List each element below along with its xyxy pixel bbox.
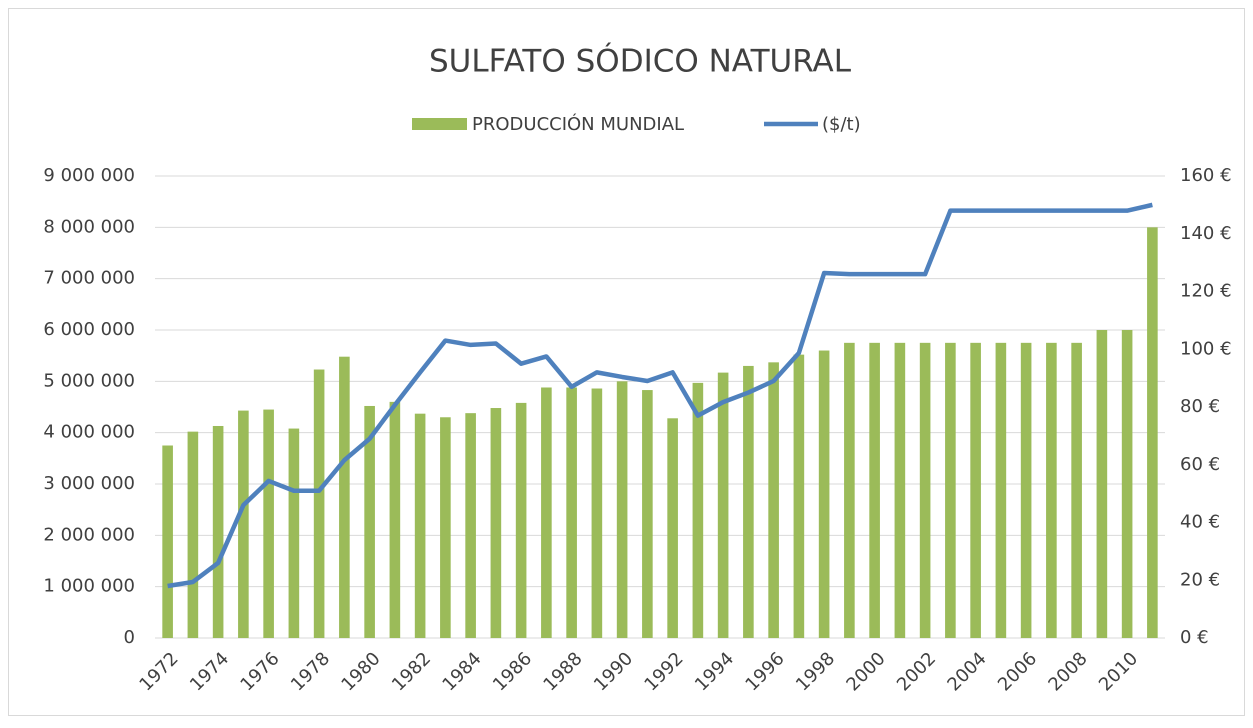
bar bbox=[263, 409, 274, 638]
y-tick-label: 4 000 000 bbox=[43, 422, 135, 443]
y2-tick-label: 140 € bbox=[1180, 223, 1232, 244]
bar bbox=[743, 365, 754, 638]
bar bbox=[313, 369, 325, 638]
y2-tick-label: 0 € bbox=[1180, 627, 1209, 648]
legend-label: PRODUCCIÓN MUNDIAL bbox=[472, 113, 684, 135]
bar bbox=[616, 381, 628, 638]
bar bbox=[970, 342, 981, 638]
y2-tick-label: 100 € bbox=[1180, 338, 1232, 359]
y-tick-label: 5 000 000 bbox=[43, 370, 135, 391]
bar bbox=[162, 445, 173, 638]
bar bbox=[389, 401, 401, 638]
bar bbox=[642, 390, 653, 638]
bar bbox=[566, 387, 577, 638]
y-tick-label: 9 000 000 bbox=[43, 165, 135, 186]
y-tick-label: 1 000 000 bbox=[43, 576, 135, 597]
bar bbox=[364, 405, 375, 638]
y-tick-label: 6 000 000 bbox=[43, 319, 135, 340]
bar bbox=[1020, 342, 1032, 638]
bar bbox=[945, 342, 956, 638]
bar bbox=[440, 417, 451, 638]
bar bbox=[844, 342, 855, 638]
bar bbox=[692, 382, 704, 638]
y-tick-label: 8 000 000 bbox=[43, 216, 135, 237]
bar bbox=[212, 425, 224, 638]
bar bbox=[288, 428, 300, 638]
bar bbox=[541, 387, 552, 638]
bar bbox=[1147, 227, 1158, 639]
bar bbox=[414, 413, 426, 638]
bar bbox=[1046, 342, 1057, 638]
line bbox=[167, 202, 1153, 589]
bar bbox=[465, 413, 476, 638]
bar bbox=[490, 408, 502, 638]
y2-tick-label: 160 € bbox=[1180, 165, 1232, 186]
bar bbox=[793, 354, 805, 638]
y2-tick-label: 60 € bbox=[1180, 454, 1220, 475]
bar bbox=[667, 418, 678, 638]
y2-tick-label: 40 € bbox=[1180, 512, 1220, 533]
y-tick-label: 7 000 000 bbox=[43, 268, 135, 289]
bar bbox=[894, 342, 906, 638]
y2-tick-label: 120 € bbox=[1180, 281, 1232, 302]
bar bbox=[339, 356, 350, 638]
bar bbox=[995, 342, 1007, 638]
bar bbox=[717, 372, 729, 638]
bar bbox=[1096, 330, 1108, 638]
legend-label: ($/t) bbox=[822, 114, 861, 135]
bar bbox=[768, 362, 779, 638]
bar bbox=[187, 431, 199, 638]
y-tick-label: 2 000 000 bbox=[43, 524, 135, 545]
legend-swatch bbox=[412, 118, 467, 130]
chart-title: SULFATO SÓDICO NATURAL bbox=[429, 43, 852, 80]
y2-tick-label: 80 € bbox=[1180, 396, 1220, 417]
bar bbox=[238, 410, 249, 638]
bar bbox=[869, 342, 880, 638]
bar bbox=[515, 402, 527, 638]
bar bbox=[818, 350, 830, 638]
y-tick-label: 3 000 000 bbox=[43, 473, 135, 494]
bar bbox=[1071, 342, 1082, 638]
bar bbox=[919, 342, 931, 638]
bar bbox=[591, 388, 603, 638]
bar bbox=[1121, 330, 1133, 638]
y2-tick-label: 20 € bbox=[1180, 569, 1220, 590]
y-tick-label: 0 bbox=[124, 627, 135, 648]
